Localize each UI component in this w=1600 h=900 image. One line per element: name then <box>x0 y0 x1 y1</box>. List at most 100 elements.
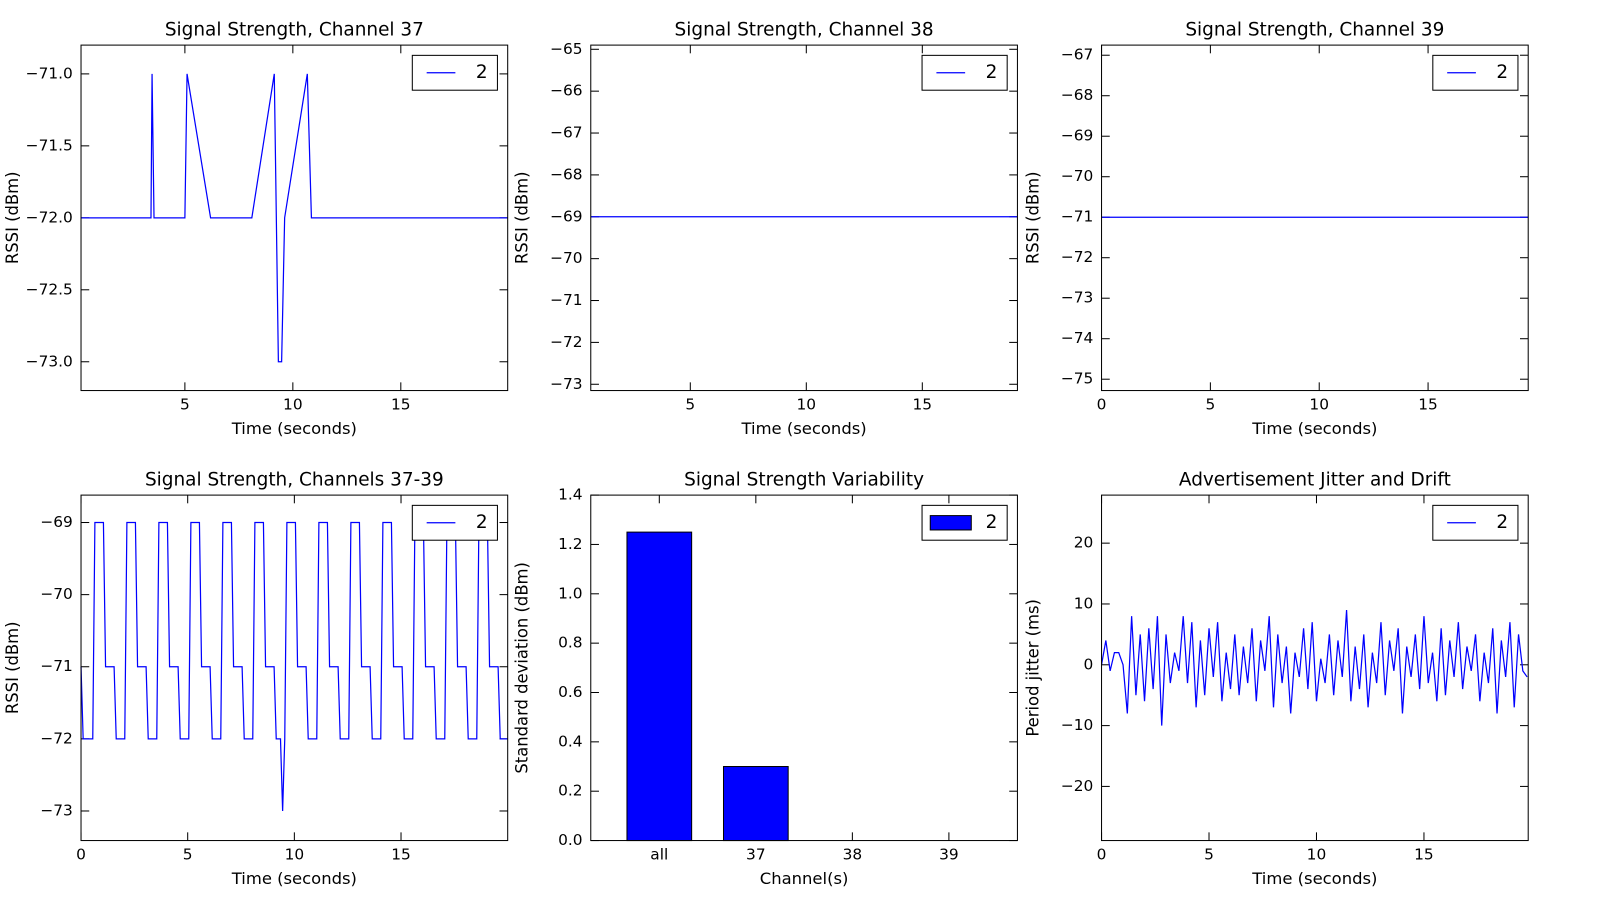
y-tick-label: −73 <box>550 375 582 393</box>
x-axis-label: Time (seconds) <box>1251 419 1377 438</box>
chart-title: Signal Strength, Channel 38 <box>675 20 934 41</box>
y-tick-label: −65 <box>550 40 582 58</box>
x-axis-label: Time (seconds) <box>231 869 357 888</box>
y-tick-label: −20 <box>1061 777 1093 795</box>
legend-label: 2 <box>986 62 998 83</box>
legend-label: 2 <box>476 62 488 83</box>
y-tick-label: 1.0 <box>558 584 582 602</box>
chart-title: Signal Strength, Channel 37 <box>165 20 424 41</box>
x-tick-label: 38 <box>843 845 863 863</box>
y-tick-label: −73 <box>40 801 72 819</box>
x-tick-label: 0 <box>76 845 86 863</box>
axes-frame <box>1101 44 1529 392</box>
y-tick-label: −70 <box>40 585 72 603</box>
x-tick-label: 5 <box>183 845 193 863</box>
y-tick-label: −75 <box>1061 370 1093 388</box>
y-tick-label: −71 <box>550 291 582 309</box>
axes-frame <box>590 494 1018 842</box>
y-tick-label: 1.4 <box>558 486 582 504</box>
y-tick-label: −72.5 <box>26 280 73 298</box>
y-tick-label: −70 <box>1061 167 1093 185</box>
axes-frame <box>80 44 509 392</box>
x-tick-label: 5 <box>180 395 190 413</box>
y-tick-label: −71.5 <box>26 136 73 154</box>
y-tick-label: −69 <box>1061 127 1093 145</box>
bar <box>722 766 789 842</box>
y-axis-label: RSSI (dBm) <box>513 172 532 265</box>
x-tick-label: 15 <box>1414 845 1434 863</box>
data-line <box>80 521 508 811</box>
y-tick-label: 10 <box>1074 594 1094 612</box>
y-tick-label: −68 <box>550 165 582 183</box>
y-tick-label: −73 <box>1061 289 1093 307</box>
x-tick-label: 0 <box>1097 395 1107 413</box>
y-tick-label: −73.0 <box>26 352 73 370</box>
x-tick-label: 5 <box>685 395 695 413</box>
y-tick-label: −71 <box>1061 208 1093 226</box>
y-tick-label: −68 <box>1061 86 1093 104</box>
y-tick-label: −72 <box>550 333 582 351</box>
y-axis-label: RSSI (dBm) <box>1023 172 1042 265</box>
y-tick-label: −72 <box>1061 248 1093 266</box>
chart-title: Signal Strength, Channels 37-39 <box>145 470 444 491</box>
y-axis-label: Standard deviation (dBm) <box>513 562 532 774</box>
chart-title: Signal Strength, Channel 39 <box>1185 20 1444 41</box>
chart-title: Advertisement Jitter and Drift <box>1179 470 1451 491</box>
legend-label: 2 <box>1496 512 1508 533</box>
y-tick-label: −74 <box>1061 329 1093 347</box>
bar <box>626 531 693 842</box>
y-axis-label: Period jitter (ms) <box>1023 599 1042 737</box>
x-axis-label: Time (seconds) <box>1251 869 1377 888</box>
x-tick-label: 10 <box>285 845 305 863</box>
y-tick-label: 0.0 <box>558 831 582 849</box>
y-tick-label: −71 <box>40 657 72 675</box>
y-axis-label: RSSI (dBm) <box>3 172 22 265</box>
x-tick-label: 15 <box>913 395 933 413</box>
y-tick-label: −67 <box>550 124 582 142</box>
legend-swatch <box>929 515 972 531</box>
x-tick-label: 5 <box>1205 395 1215 413</box>
x-tick-label: 39 <box>939 845 959 863</box>
y-tick-label: −71.0 <box>26 64 73 82</box>
y-axis-label: RSSI (dBm) <box>3 622 22 715</box>
legend-label: 2 <box>476 512 488 533</box>
x-tick-label: 5 <box>1204 845 1214 863</box>
x-tick-label: 15 <box>391 395 411 413</box>
x-axis-label: Time (seconds) <box>741 419 867 438</box>
x-tick-label: 15 <box>1418 395 1438 413</box>
x-axis-label: Channel(s) <box>760 869 849 888</box>
y-tick-label: 0.6 <box>558 683 582 701</box>
data-line <box>1100 610 1528 726</box>
y-tick-label: 0.8 <box>558 634 582 652</box>
y-tick-label: −69 <box>550 207 582 225</box>
y-tick-label: 20 <box>1074 534 1094 552</box>
x-tick-label: 15 <box>391 845 411 863</box>
x-tick-label: 0 <box>1097 845 1107 863</box>
y-tick-label: 0.4 <box>558 732 582 750</box>
x-tick-label: 10 <box>1309 395 1329 413</box>
y-tick-label: −70 <box>550 249 582 267</box>
data-line <box>81 73 508 363</box>
x-tick-label: 10 <box>797 395 817 413</box>
y-tick-label: 0.2 <box>558 782 582 800</box>
chart-title: Signal Strength Variability <box>684 470 924 491</box>
x-tick-label: all <box>650 845 668 863</box>
axes-frame <box>590 44 1018 392</box>
x-axis-label: Time (seconds) <box>231 419 357 438</box>
axes-frame <box>1101 494 1529 842</box>
x-tick-label: 10 <box>283 395 303 413</box>
legend-label: 2 <box>986 512 998 533</box>
x-tick-label: 10 <box>1307 845 1327 863</box>
legend-label: 2 <box>1496 62 1508 83</box>
y-tick-label: −66 <box>550 82 582 100</box>
y-tick-label: −67 <box>1061 46 1093 64</box>
axes-frame <box>80 494 509 842</box>
y-tick-label: −72.0 <box>26 208 73 226</box>
y-tick-label: −69 <box>40 513 72 531</box>
y-tick-label: −72 <box>40 729 72 747</box>
y-tick-label: −10 <box>1061 716 1093 734</box>
x-tick-label: 37 <box>746 845 766 863</box>
y-tick-label: 0 <box>1084 655 1094 673</box>
